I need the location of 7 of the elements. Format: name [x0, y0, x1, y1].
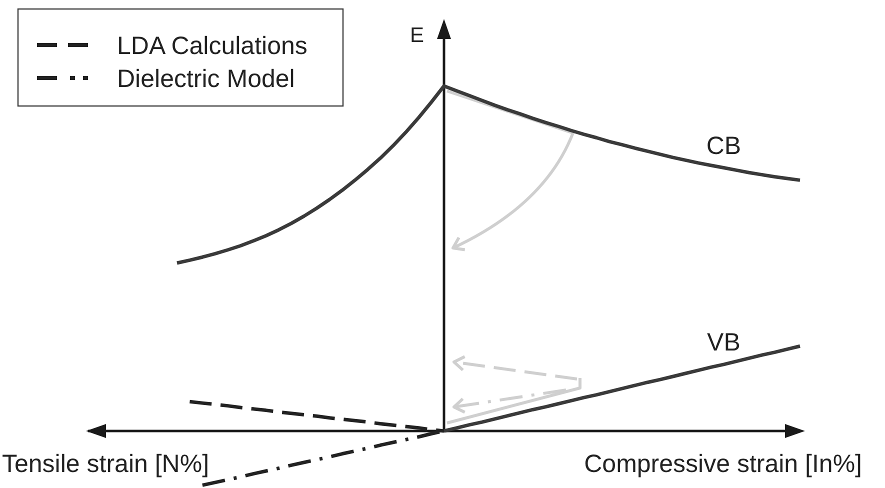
y-axis-title: E [410, 24, 424, 47]
annotation: Tensile strain [N%] [2, 450, 210, 478]
annotation: Compressive strain [In%] [584, 450, 862, 478]
legend-label: LDA Calculations [117, 32, 308, 60]
series-label: CB [706, 132, 742, 160]
series-label: VB [707, 328, 740, 356]
legend-label: Dielectric Model [117, 65, 295, 93]
